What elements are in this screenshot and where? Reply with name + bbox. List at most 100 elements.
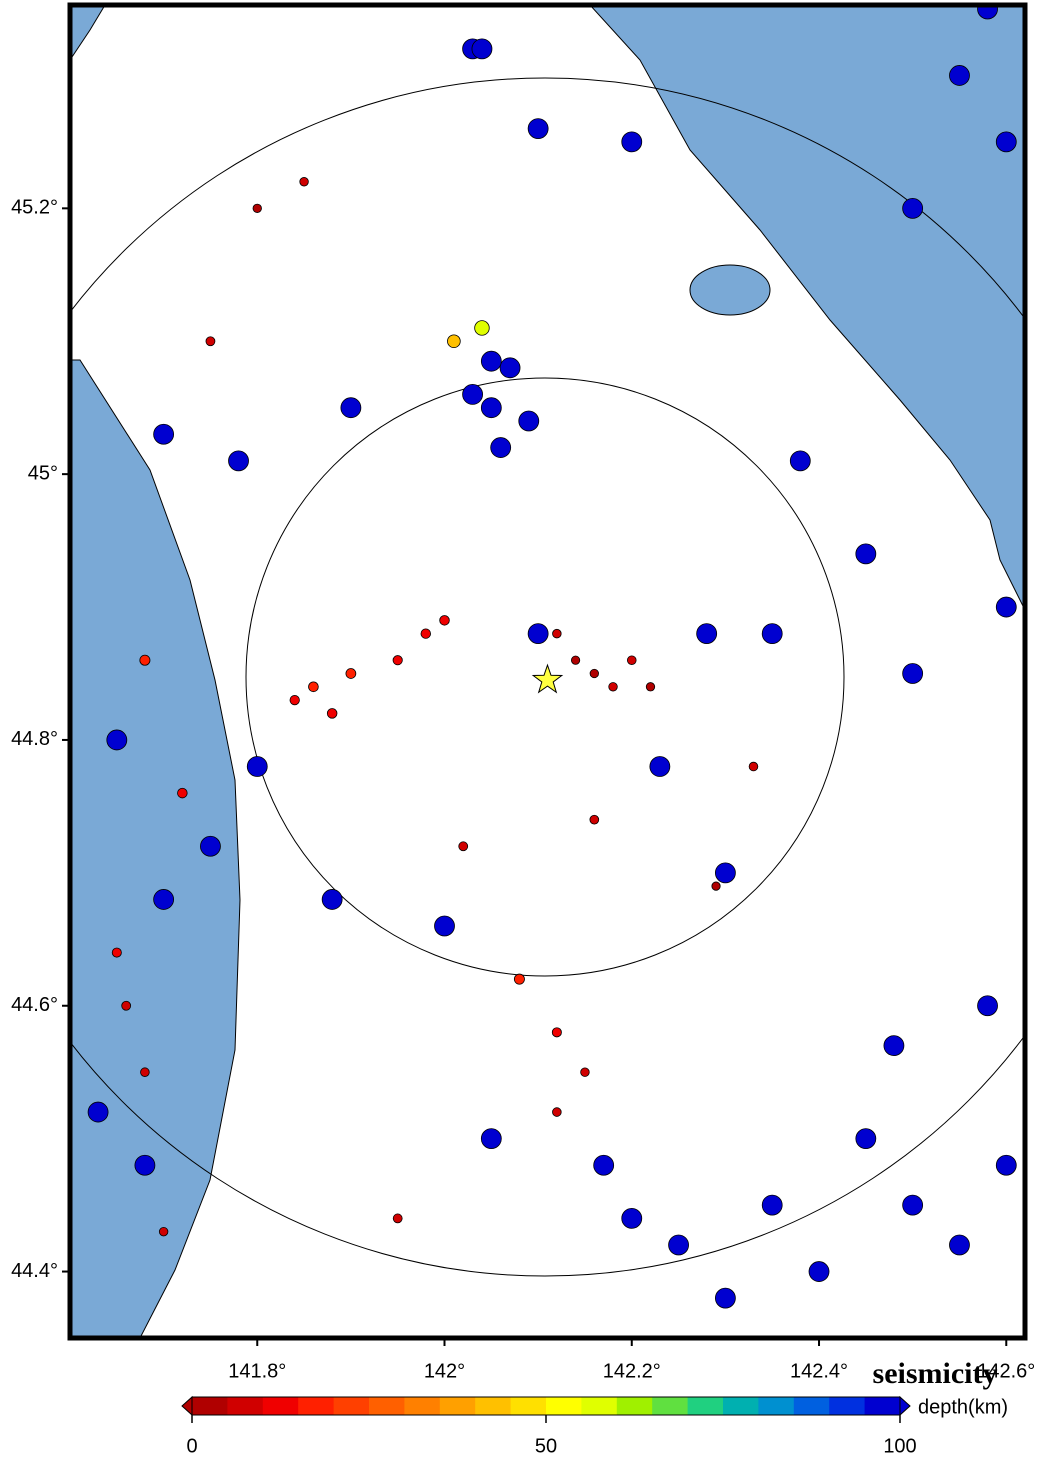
event xyxy=(668,1234,689,1256)
event xyxy=(308,681,319,693)
colorbar-segment xyxy=(758,1397,795,1415)
colorbar-segment xyxy=(262,1397,299,1415)
colorbar-arrow xyxy=(181,1395,193,1417)
event xyxy=(593,1154,615,1176)
event xyxy=(552,1107,562,1117)
event xyxy=(748,761,759,772)
event xyxy=(589,668,599,679)
colorbar-segment xyxy=(546,1397,582,1415)
event xyxy=(480,350,502,372)
y-tick-label: 44.4° xyxy=(11,1260,58,1282)
event xyxy=(299,177,309,187)
colorbar-segment xyxy=(475,1397,512,1415)
map-area xyxy=(70,5,1025,1338)
event xyxy=(462,384,483,405)
event xyxy=(714,1287,736,1309)
event xyxy=(902,1194,924,1216)
event xyxy=(139,654,151,666)
event xyxy=(580,1067,590,1077)
event xyxy=(106,729,128,751)
colorbar-segment xyxy=(298,1397,335,1415)
event xyxy=(228,450,249,472)
event xyxy=(902,197,924,219)
event xyxy=(645,682,656,692)
event xyxy=(121,1000,132,1011)
event xyxy=(205,336,216,347)
y-tick-label: 45° xyxy=(28,462,58,484)
colorbar-segment xyxy=(581,1397,618,1415)
colorbar-tick-label: 0 xyxy=(186,1435,197,1457)
event xyxy=(200,835,221,857)
colorbar-segment xyxy=(192,1397,228,1415)
x-tick-label: 141.8° xyxy=(228,1360,286,1382)
event xyxy=(474,320,490,336)
x-tick-label: 142.6° xyxy=(977,1360,1035,1382)
colorbar-tick-label: 100 xyxy=(883,1435,916,1457)
event xyxy=(761,623,783,645)
event xyxy=(855,543,877,565)
event xyxy=(326,708,338,719)
lake xyxy=(689,264,771,316)
event xyxy=(608,682,618,692)
event xyxy=(111,947,122,958)
x-tick-label: 142.4° xyxy=(790,1360,848,1382)
mainshock-star xyxy=(531,663,564,694)
event xyxy=(571,655,581,665)
event xyxy=(513,973,525,985)
colorbar-segment xyxy=(687,1397,724,1415)
range-ring xyxy=(245,377,845,977)
event xyxy=(246,756,268,777)
event xyxy=(649,756,671,777)
event xyxy=(252,203,262,213)
colorbar-segment xyxy=(227,1397,264,1415)
event xyxy=(552,628,562,639)
event xyxy=(995,596,1017,618)
event xyxy=(711,881,721,891)
event xyxy=(340,397,362,419)
event xyxy=(392,1213,403,1224)
x-tick-label: 142.2° xyxy=(603,1360,661,1382)
event xyxy=(158,1226,169,1237)
colorbar-segment xyxy=(404,1397,441,1415)
sea xyxy=(589,5,1025,611)
y-tick-label: 44.8° xyxy=(11,728,58,750)
event xyxy=(420,628,431,639)
colorbar-segment xyxy=(793,1397,830,1415)
event xyxy=(995,131,1017,153)
event xyxy=(321,889,343,910)
colorbar-segment xyxy=(829,1397,866,1415)
event xyxy=(490,437,512,458)
event xyxy=(627,655,637,665)
event xyxy=(87,1101,109,1123)
sea xyxy=(70,5,106,61)
event xyxy=(480,397,502,419)
event xyxy=(714,862,736,884)
colorbar-segment xyxy=(510,1397,547,1415)
event xyxy=(177,787,188,799)
event xyxy=(789,450,811,472)
event xyxy=(499,357,521,379)
colorbar-segment xyxy=(864,1397,901,1415)
event xyxy=(995,1154,1017,1176)
event xyxy=(289,694,300,706)
event xyxy=(345,668,357,679)
sea xyxy=(70,359,241,1338)
event xyxy=(696,623,718,645)
x-tick-label: 142° xyxy=(424,1360,465,1382)
event xyxy=(434,915,455,937)
colorbar-segment xyxy=(723,1397,759,1415)
events xyxy=(87,5,1017,1309)
event xyxy=(439,615,450,626)
title: seismicity xyxy=(873,1357,998,1390)
event xyxy=(153,889,175,910)
event xyxy=(621,1207,643,1229)
event xyxy=(518,410,540,432)
event xyxy=(977,5,998,20)
event xyxy=(621,131,643,153)
event xyxy=(551,1027,562,1038)
colorbar-segment xyxy=(616,1397,653,1415)
colorbar-tick-label: 50 xyxy=(535,1435,557,1457)
event xyxy=(527,623,549,645)
event xyxy=(392,655,403,666)
